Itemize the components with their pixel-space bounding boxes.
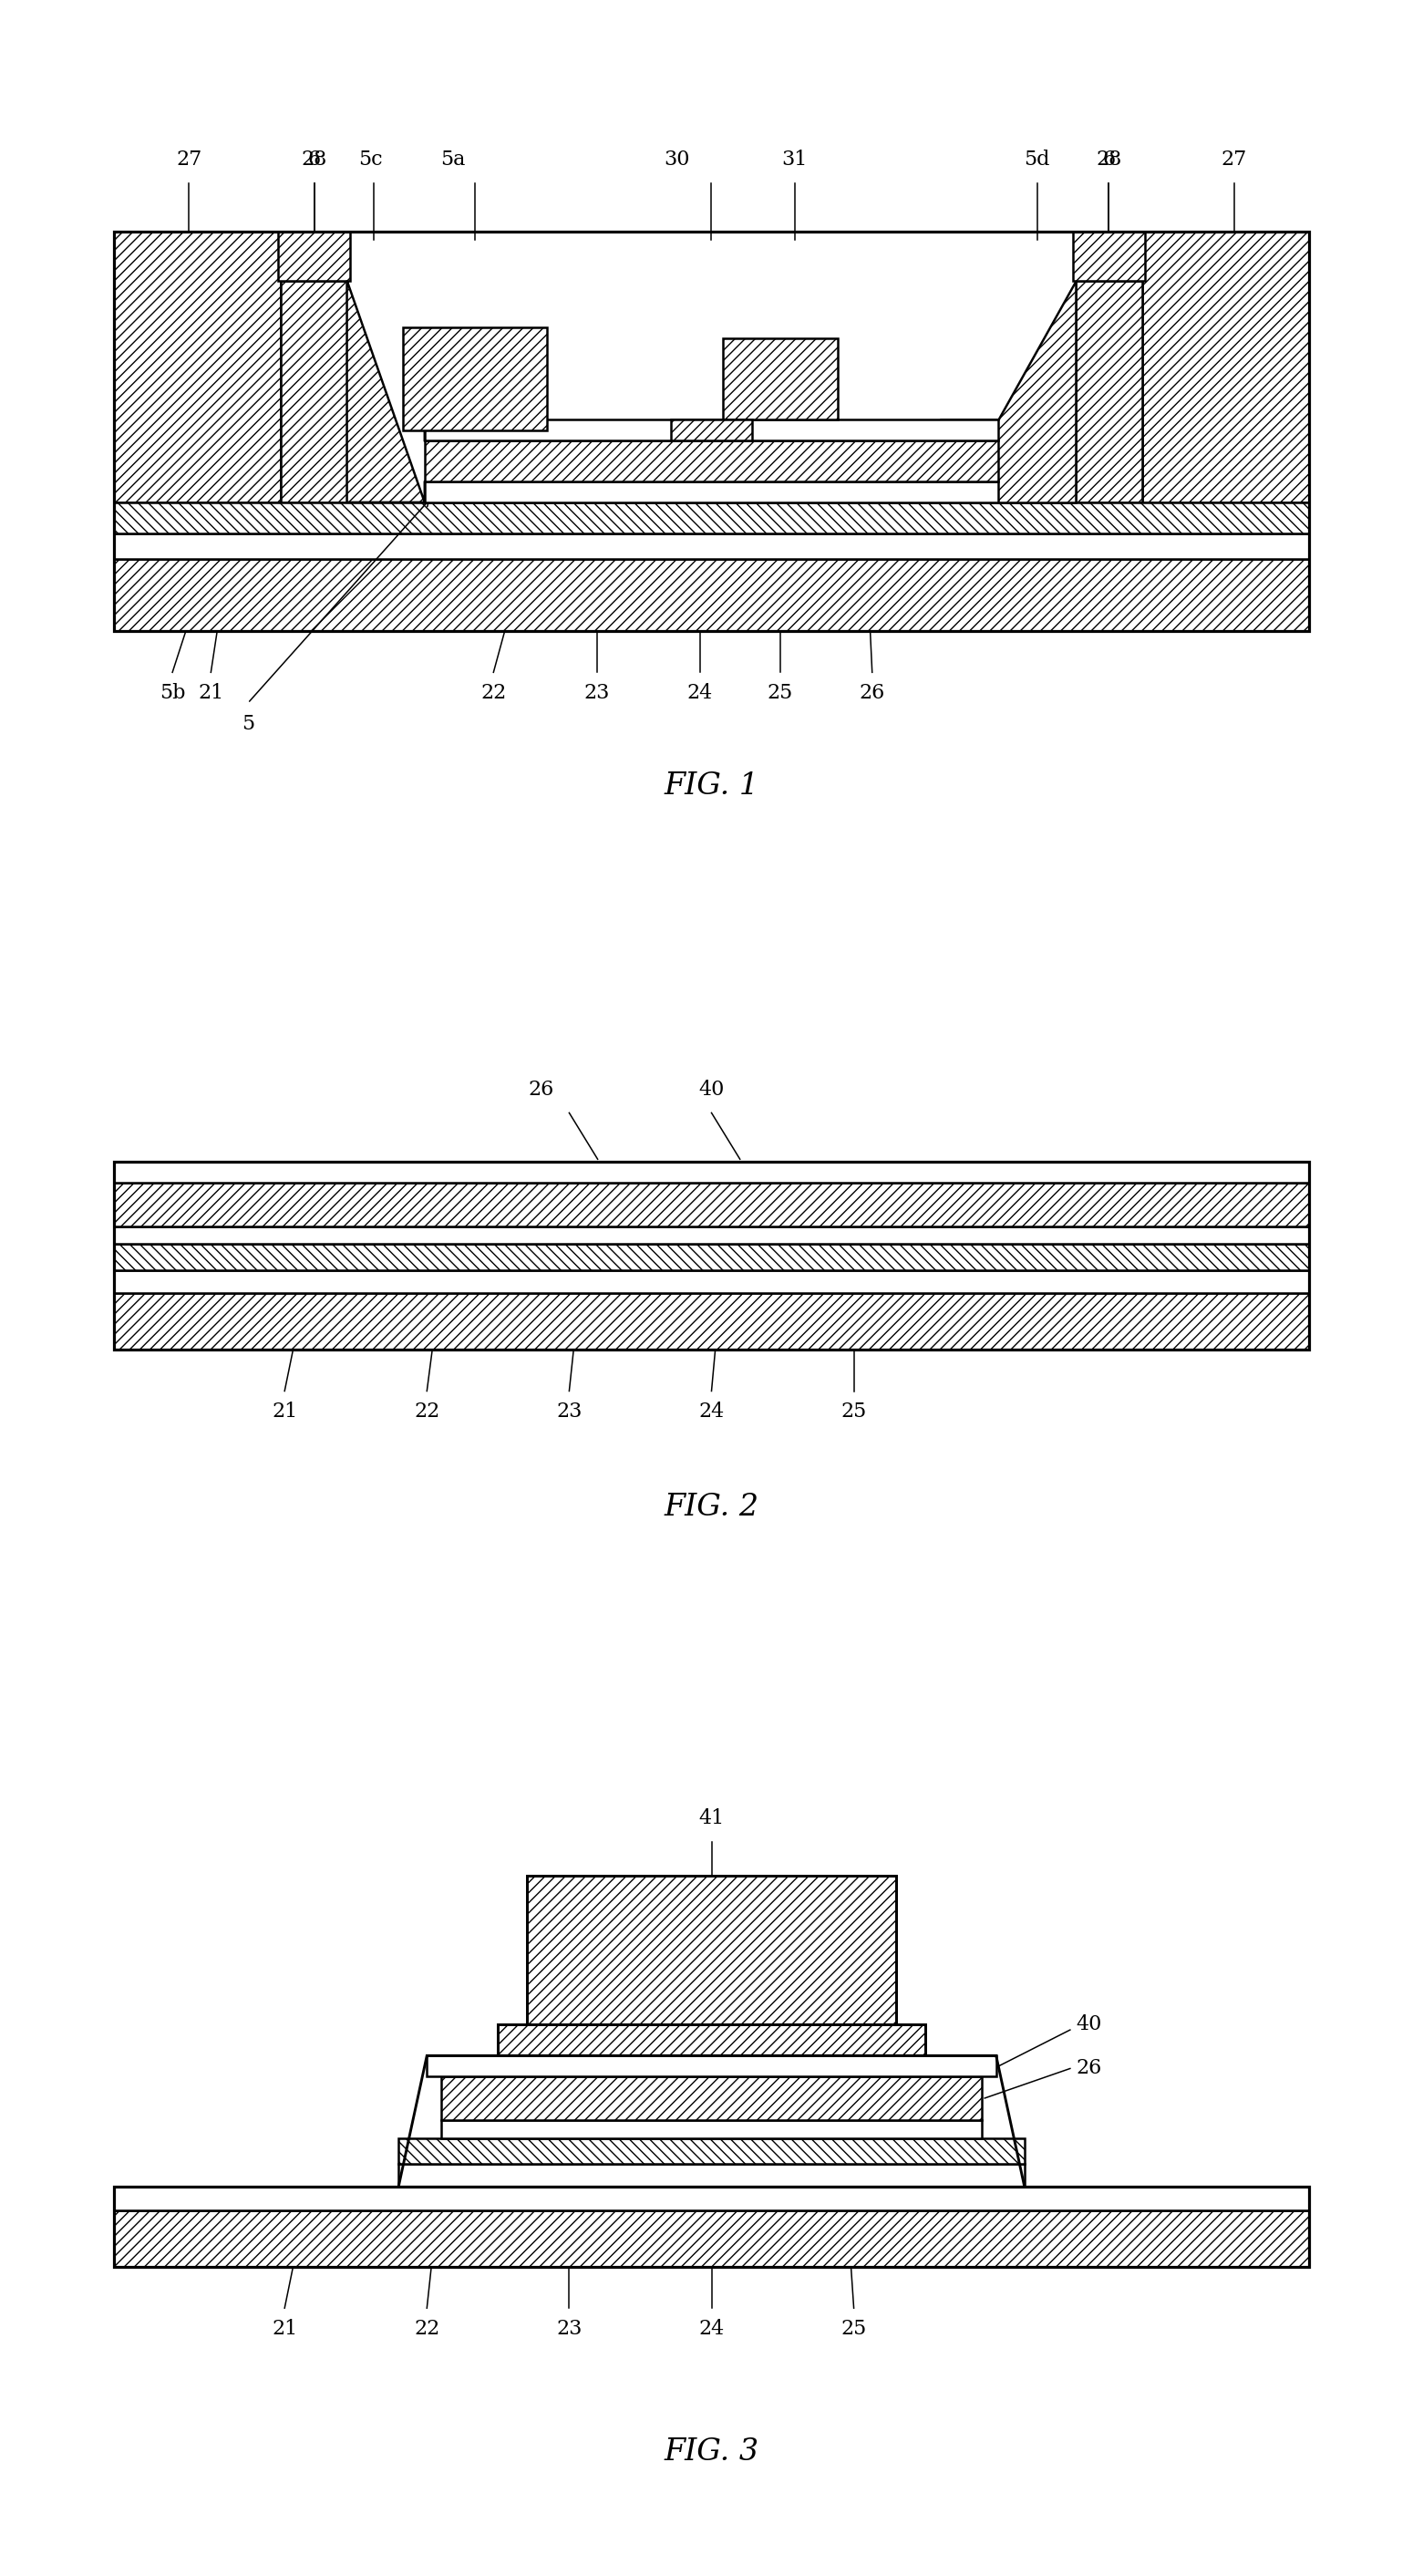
Bar	[498, 2025, 925, 2056]
Text: 31: 31	[781, 149, 807, 170]
Text: 26: 26	[1076, 2058, 1101, 2079]
Bar	[1141, 232, 1309, 502]
Text: 6: 6	[1103, 149, 1116, 170]
Text: 26: 26	[859, 683, 885, 703]
Text: 22: 22	[414, 2318, 440, 2339]
Bar	[723, 340, 838, 420]
Text: 40: 40	[1076, 2014, 1101, 2035]
Text: 21: 21	[272, 2318, 297, 2339]
Bar	[672, 420, 751, 440]
Bar	[403, 327, 546, 430]
Text: 26: 26	[528, 1079, 554, 1100]
Text: 5c: 5c	[359, 149, 383, 170]
Text: FIG. 3: FIG. 3	[665, 2437, 758, 2468]
Bar	[114, 1162, 1309, 1350]
Bar	[114, 533, 1309, 559]
Bar	[114, 1244, 1309, 1270]
Bar	[114, 1293, 1309, 1350]
Text: 30: 30	[665, 149, 690, 170]
Text: 22: 22	[414, 1401, 440, 1422]
Text: 22: 22	[481, 683, 507, 703]
Text: 5: 5	[242, 714, 255, 734]
Bar	[498, 2025, 925, 2056]
Bar	[441, 2120, 982, 2138]
Text: FIG. 2: FIG. 2	[665, 1492, 758, 1522]
Text: 6: 6	[307, 149, 320, 170]
Bar	[282, 281, 347, 502]
Text: 28: 28	[1096, 149, 1121, 170]
Text: 23: 23	[583, 683, 609, 703]
Bar	[527, 1875, 896, 2025]
Bar	[114, 2187, 1309, 2210]
Text: 25: 25	[767, 683, 793, 703]
Text: FIG. 1: FIG. 1	[665, 770, 758, 801]
Bar	[424, 420, 999, 440]
Bar	[427, 2056, 996, 2076]
Polygon shape	[941, 281, 1076, 502]
Text: 27: 27	[1221, 149, 1247, 170]
Polygon shape	[347, 281, 494, 502]
Bar	[114, 2210, 1309, 2267]
Bar	[398, 2164, 1025, 2187]
Text: 24: 24	[699, 2318, 724, 2339]
Text: 28: 28	[302, 149, 327, 170]
Bar	[114, 1226, 1309, 1244]
Text: 40: 40	[699, 1079, 724, 1100]
Bar	[114, 1162, 1309, 1182]
Bar	[398, 2138, 1025, 2164]
Bar	[424, 440, 999, 482]
Text: 5a: 5a	[441, 149, 465, 170]
Text: 5d: 5d	[1025, 149, 1050, 170]
Text: 41: 41	[699, 1808, 724, 1829]
Text: 24: 24	[699, 1401, 724, 1422]
Bar	[527, 1875, 896, 2025]
Text: 23: 23	[556, 1401, 582, 1422]
Bar	[277, 232, 350, 281]
Text: 21: 21	[272, 1401, 297, 1422]
Bar	[114, 559, 1309, 631]
Text: 5b: 5b	[159, 683, 185, 703]
Bar	[114, 502, 1309, 533]
Bar	[424, 482, 999, 502]
Bar	[441, 2076, 982, 2120]
Text: 23: 23	[556, 2318, 582, 2339]
Text: 24: 24	[687, 683, 713, 703]
Bar	[1073, 232, 1146, 281]
Bar	[114, 2187, 1309, 2267]
Bar	[114, 1270, 1309, 1293]
Bar	[114, 232, 1309, 631]
Bar	[1076, 281, 1141, 502]
Text: 21: 21	[198, 683, 223, 703]
Text: 27: 27	[176, 149, 202, 170]
Text: 25: 25	[841, 2318, 867, 2339]
Bar	[114, 232, 282, 502]
Text: 25: 25	[841, 1401, 867, 1422]
Bar	[114, 1182, 1309, 1226]
